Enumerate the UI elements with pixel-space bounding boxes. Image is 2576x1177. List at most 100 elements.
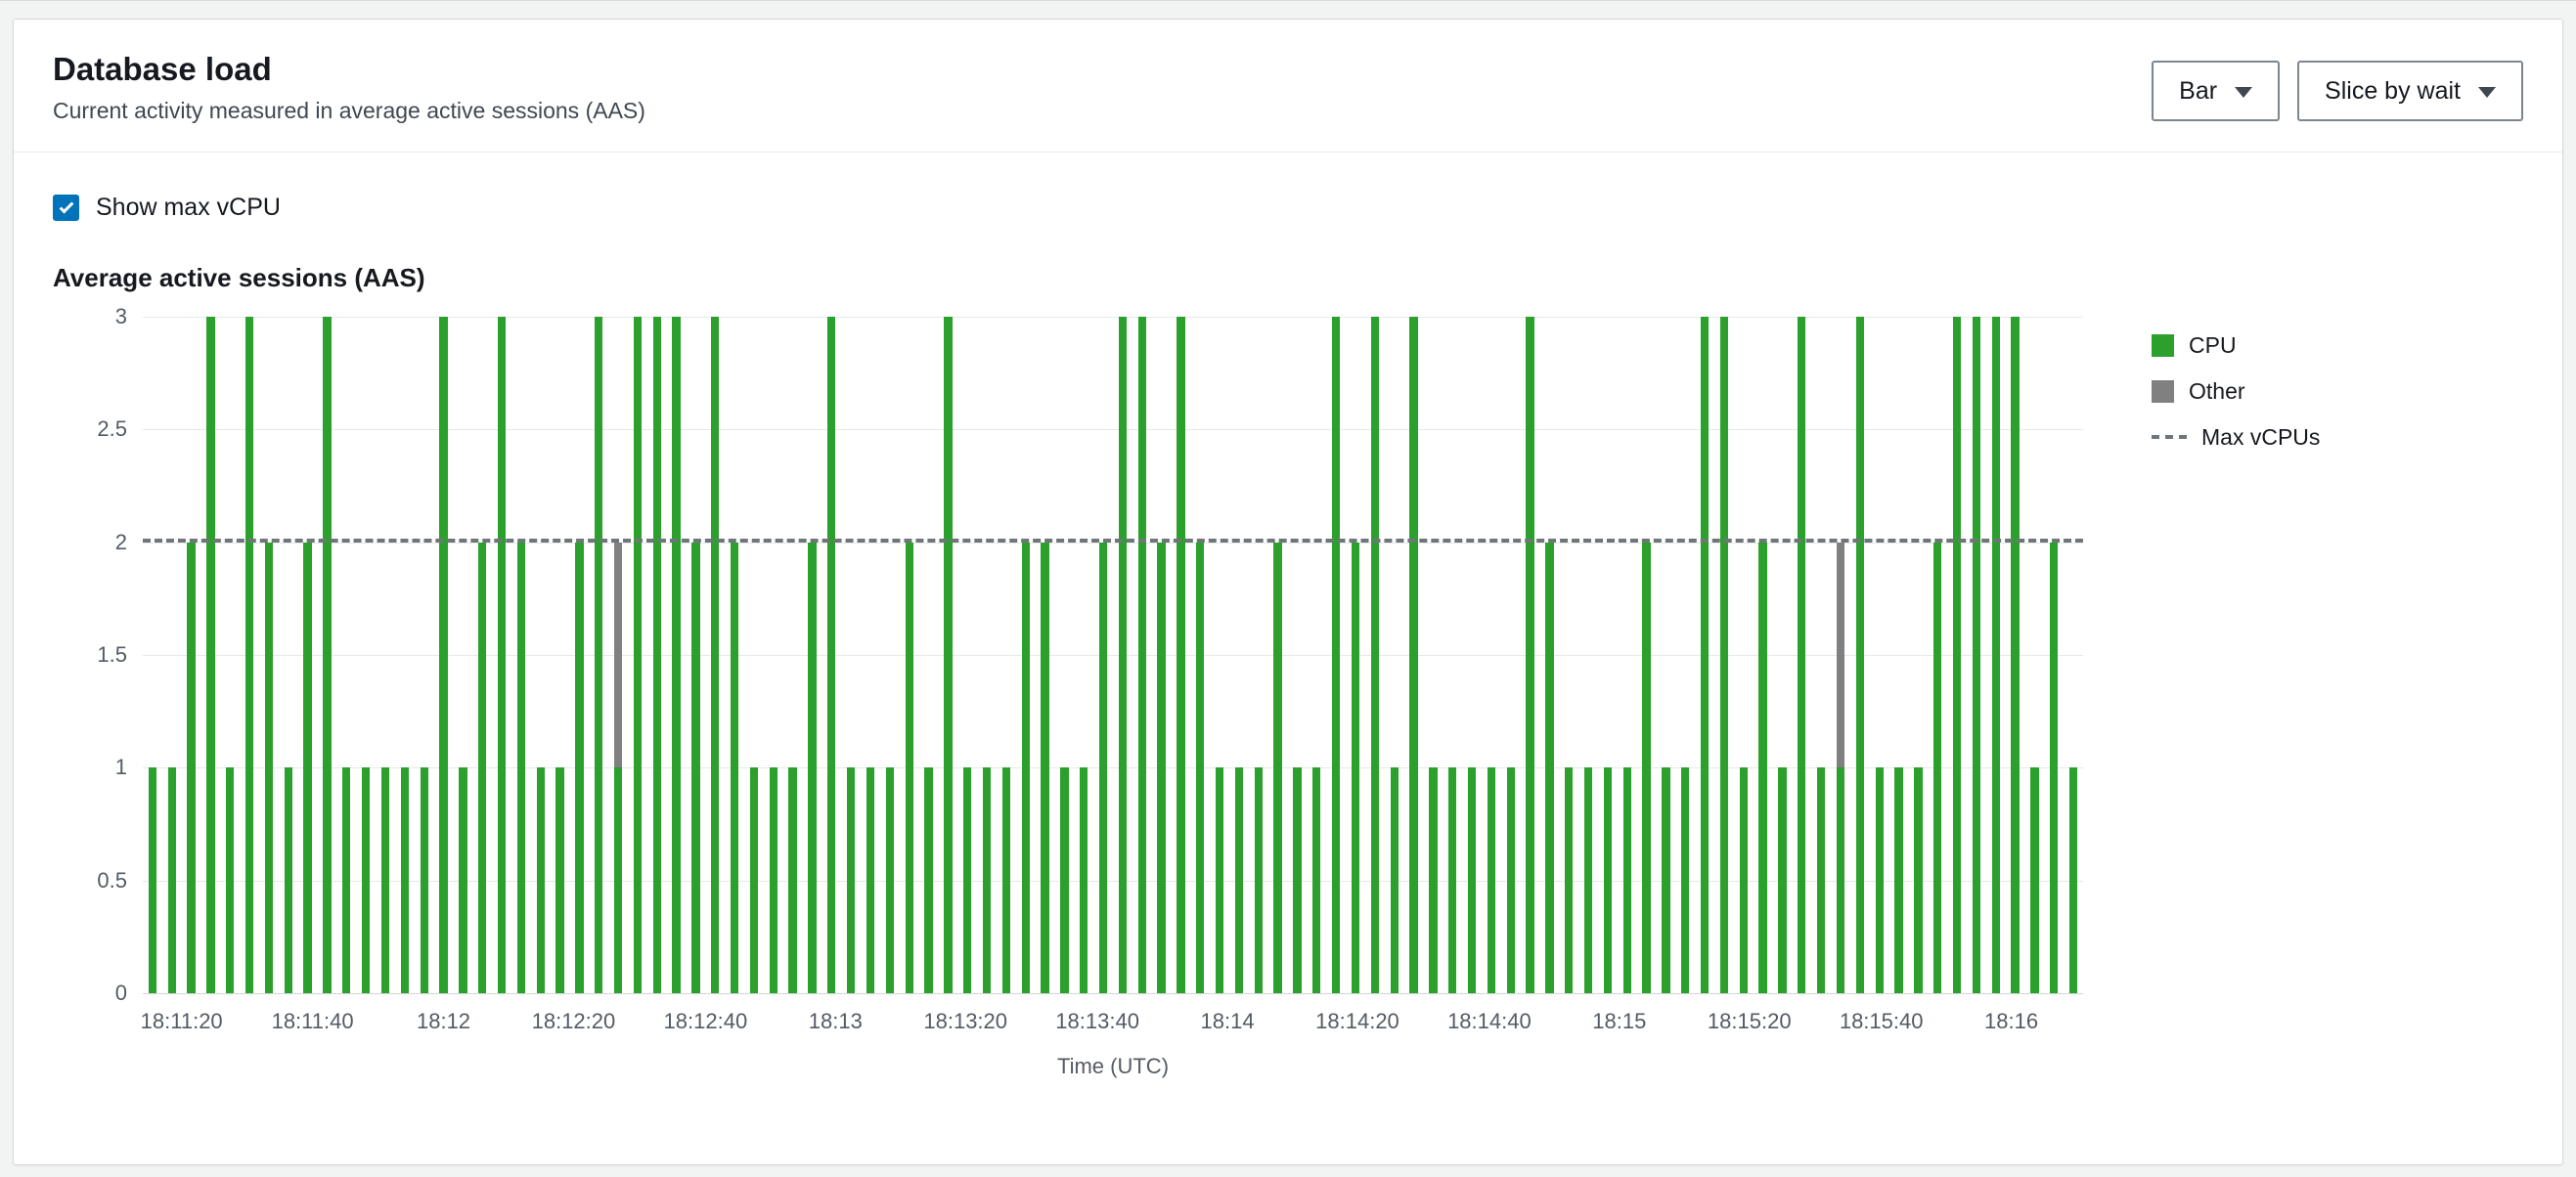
aas-bar[interactable] [1778,767,1787,993]
aas-bar[interactable] [478,542,487,993]
aas-bar[interactable] [885,767,894,993]
aas-bar[interactable] [827,316,836,993]
aas-bar[interactable] [924,767,933,993]
aas-bar[interactable] [1351,542,1360,993]
aas-bar[interactable] [633,316,643,993]
aas-bar[interactable] [1855,316,1864,993]
aas-bar[interactable] [536,767,545,993]
aas-bar[interactable] [982,767,992,993]
aas-bar[interactable] [497,316,507,993]
aas-bar[interactable] [226,767,235,993]
aas-bar[interactable] [1798,316,1806,993]
aas-bar[interactable] [1041,542,1049,993]
aas-bar[interactable] [1914,767,1923,993]
aas-bar[interactable] [769,767,777,993]
aas-bar[interactable] [1952,316,1962,993]
aas-bar[interactable] [1836,542,1845,993]
aas-bar[interactable] [2068,767,2078,993]
aas-bar[interactable] [1662,767,1670,993]
aas-bar[interactable] [1622,767,1631,993]
aas-bar[interactable] [1157,542,1166,993]
show-max-vcpu-label[interactable]: Show max vCPU [96,193,281,221]
aas-bar[interactable] [361,767,371,993]
aas-bar[interactable] [1409,316,1418,993]
aas-bar[interactable] [1506,767,1515,993]
aas-bar[interactable] [1080,767,1088,993]
aas-bar[interactable] [1137,316,1146,993]
aas-bar[interactable] [1972,316,1981,993]
aas-bar[interactable] [866,767,875,993]
aas-bar[interactable] [1467,767,1477,993]
aas-bar[interactable] [1719,316,1729,993]
aas-bar[interactable] [905,542,913,993]
aas-bar[interactable] [1098,542,1108,993]
aas-bar[interactable] [1933,542,1942,993]
aas-bar[interactable] [1429,767,1438,993]
aas-bar[interactable] [1312,767,1321,993]
aas-bar[interactable] [1293,767,1302,993]
aas-bar[interactable] [1448,767,1457,993]
aas-bar[interactable] [1254,767,1263,993]
aas-bar[interactable] [516,542,526,993]
aas-bar[interactable] [672,316,681,993]
aas-bar[interactable] [1894,767,1903,993]
aas-bar[interactable] [2030,767,2039,993]
aas-bar[interactable] [264,542,274,993]
aas-bar[interactable] [1021,542,1030,993]
aas-bar[interactable] [1370,316,1379,993]
aas-bar[interactable] [1234,767,1244,993]
aas-bar[interactable] [1526,316,1534,993]
aas-bar[interactable] [284,767,292,993]
aas-bar[interactable] [2050,542,2059,993]
aas-bar[interactable] [1758,542,1767,993]
aas-bar[interactable] [148,767,157,993]
aas-bar[interactable] [439,316,448,993]
aas-bar[interactable] [1060,767,1069,993]
aas-bar[interactable] [167,767,176,993]
aas-bar[interactable] [613,542,623,993]
aas-bar[interactable] [555,767,564,993]
aas-bar[interactable] [1215,767,1224,993]
aas-bar[interactable] [323,316,332,993]
aas-bar[interactable] [1118,316,1128,993]
aas-bar[interactable] [1273,542,1282,993]
aas-bar[interactable] [1700,316,1710,993]
aas-bar[interactable] [1642,542,1651,993]
aas-bar[interactable] [944,316,953,993]
aas-bar[interactable] [420,767,428,993]
aas-bar[interactable] [380,767,390,993]
aas-bar[interactable] [1991,316,2000,993]
aas-bar[interactable] [459,767,467,993]
aas-bar[interactable] [595,316,603,993]
aas-bar[interactable] [808,542,817,993]
show-max-vcpu-checkbox[interactable] [53,194,79,221]
aas-bar[interactable] [1816,767,1826,993]
aas-bar[interactable] [1565,767,1574,993]
aas-bar[interactable] [1603,767,1613,993]
aas-bar[interactable] [691,542,700,993]
slice-by-dropdown[interactable]: Slice by wait [2297,61,2523,121]
aas-bar[interactable] [187,542,196,993]
aas-bar[interactable] [206,316,215,993]
aas-bar[interactable] [1177,316,1185,993]
aas-bar[interactable] [846,767,856,993]
aas-bar[interactable] [575,542,584,993]
aas-bar[interactable] [1196,542,1205,993]
aas-bar[interactable] [400,767,409,993]
legend-item-cpu[interactable]: CPU [2152,332,2523,359]
aas-bar[interactable] [788,767,797,993]
aas-bar[interactable] [1487,767,1496,993]
chart-type-dropdown[interactable]: Bar [2152,61,2281,121]
aas-bar[interactable] [1390,767,1399,993]
aas-bar[interactable] [342,767,351,993]
aas-bar[interactable] [2011,316,2020,993]
legend-item-other[interactable]: Other [2152,378,2523,405]
aas-bar[interactable] [1875,767,1884,993]
aas-bar[interactable] [730,542,739,993]
aas-bar[interactable] [244,316,254,993]
aas-bar[interactable] [1001,767,1011,993]
aas-bar[interactable] [303,542,312,993]
aas-bar[interactable] [1331,316,1341,993]
aas-bar[interactable] [1681,767,1690,993]
aas-bar[interactable] [963,767,972,993]
